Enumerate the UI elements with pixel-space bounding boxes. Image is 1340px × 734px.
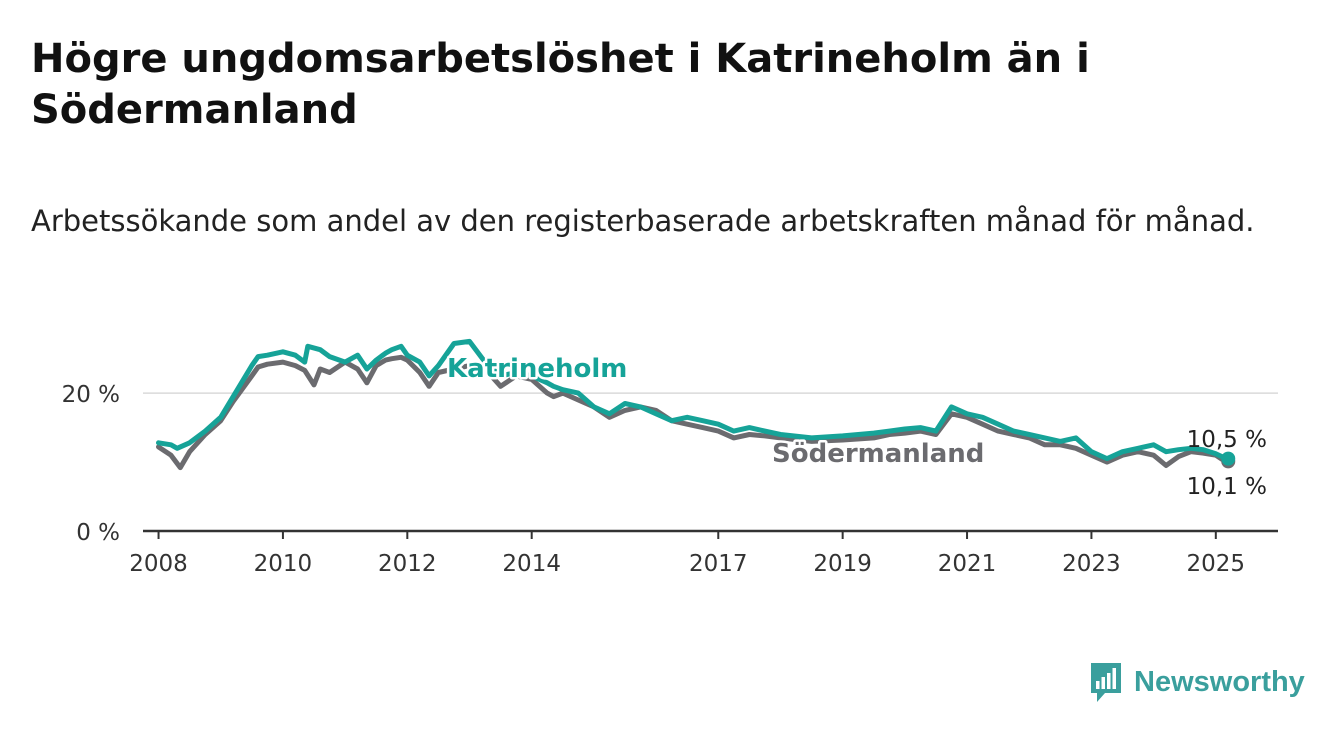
y-axis: 0 % 20 %: [62, 382, 120, 546]
end-point-katrineholm: [1221, 451, 1236, 466]
chart-title: Högre ungdomsarbetslöshet i Katrineholm …: [31, 36, 1090, 133]
series-layer: [156, 338, 1236, 471]
x-tick-label: 2019: [813, 551, 872, 577]
x-tick-label: 2017: [689, 551, 748, 577]
x-tick-label: 2008: [129, 551, 188, 577]
series-label-sdermanland: Södermanland: [772, 439, 984, 469]
x-tick-label: 2021: [938, 551, 997, 577]
x-tick-label: 2025: [1187, 551, 1246, 577]
chart-subtitle: Arbetssökande som andel av den registerb…: [31, 204, 1255, 238]
x-tick-label: 2012: [378, 551, 437, 577]
end-label-katrineholm: 10,5 %: [1187, 427, 1267, 453]
label-layer: 10,1 % 10,5 % Katrineholm Södermanland: [445, 352, 1268, 501]
y-tick-label: 0 %: [76, 520, 120, 546]
series-line-sdermanland: [156, 354, 1231, 471]
newsworthy-logo-icon: [1091, 663, 1121, 702]
end-label-sdermanland: 10,1 %: [1187, 474, 1267, 500]
x-tick-label: 2023: [1062, 551, 1121, 577]
brand-name: Newsworthy: [1134, 665, 1305, 698]
x-tick-label: 2010: [254, 551, 313, 577]
x-axis: 2008 2010 2012 2014 2017 2019 2021 2023 2025: [129, 529, 1278, 577]
series-label-katrineholm: Katrineholm: [447, 354, 627, 384]
brand-logo: Newsworthy: [1088, 660, 1305, 704]
y-tick-label: 20 %: [62, 382, 120, 408]
series-line-katrineholm: [156, 338, 1231, 462]
x-tick-label: 2014: [502, 551, 561, 577]
